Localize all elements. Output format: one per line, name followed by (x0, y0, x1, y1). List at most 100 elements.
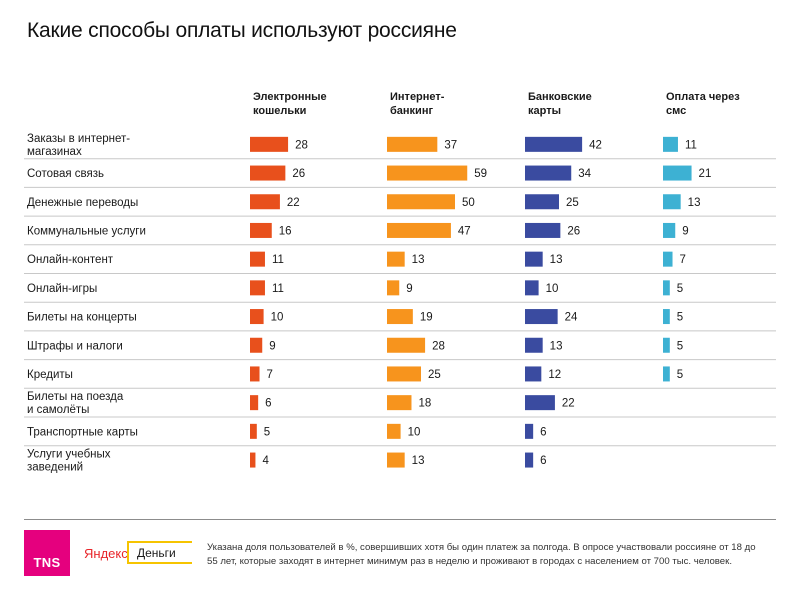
bar-s2-r2 (387, 165, 468, 181)
value-label-s1-r11: 5 (264, 426, 270, 438)
bar-s3-r10 (525, 395, 555, 411)
bar-s2-r6 (387, 280, 400, 296)
value-label-s1-r10: 6 (265, 398, 271, 410)
category-label-10-line-1: Билеты на поезда (27, 391, 124, 403)
category-label-1-line-1: Заказы в интернет- (27, 133, 130, 145)
bar-s1-r12 (250, 452, 256, 468)
value-label-s4-r2: 21 (699, 168, 712, 180)
category-label-4: Коммунальные услуги (27, 225, 146, 237)
value-label-s4-r7: 5 (677, 312, 683, 324)
category-label-7: Билеты на концерты (27, 312, 137, 324)
value-label-s2-r5: 13 (412, 254, 425, 266)
series-header-4-line-1: Оплата через (666, 91, 740, 103)
bar-s1-r4 (250, 222, 272, 238)
bar-s4-r1 (663, 136, 678, 152)
bar-s1-r5 (250, 251, 265, 267)
bar-s2-r1 (387, 136, 438, 152)
bar-s2-r12 (387, 452, 405, 468)
bar-s1-r1 (250, 136, 289, 152)
series-header-3-line-2: карты (528, 105, 561, 117)
value-label-s1-r6: 11 (272, 283, 284, 295)
category-label-10-line-2: и самолёты (27, 404, 89, 416)
category-label-5: Онлайн-контент (27, 254, 114, 266)
bar-s2-r9 (387, 366, 421, 382)
bar-s4-r5 (663, 251, 673, 267)
series-header-1-line-2: кошельки (253, 105, 306, 117)
series-header-4-line-2: смс (666, 105, 686, 117)
value-label-s4-r1: 11 (685, 139, 697, 151)
bar-s3-r1 (525, 136, 583, 152)
category-label-1-line-2: магазинах (27, 146, 82, 158)
value-label-s3-r8: 13 (550, 340, 563, 352)
value-label-s4-r5: 7 (680, 254, 686, 266)
yandex-logo: Яндекс (84, 546, 128, 561)
value-label-s3-r4: 26 (567, 225, 580, 237)
value-label-s4-r3: 13 (688, 197, 701, 209)
value-label-s1-r3: 22 (287, 197, 300, 209)
category-label-6: Онлайн-игры (27, 283, 97, 295)
value-label-s1-r7: 10 (271, 312, 284, 324)
bar-s4-r8 (663, 337, 670, 353)
value-label-s3-r12: 6 (540, 455, 546, 467)
bar-s3-r9 (525, 366, 542, 382)
yandex-dengi-badge: Деньги (127, 541, 192, 564)
bar-s2-r7 (387, 309, 413, 325)
bar-s4-r3 (663, 194, 681, 210)
value-label-s3-r10: 22 (562, 398, 575, 410)
bar-s2-r10 (387, 395, 412, 411)
bar-s1-r8 (250, 337, 263, 353)
value-label-s3-r2: 34 (578, 168, 591, 180)
bar-s2-r8 (387, 337, 426, 353)
value-label-s4-r6: 5 (677, 283, 683, 295)
dengi-label: Деньги (137, 545, 176, 560)
value-label-s2-r2: 59 (474, 168, 487, 180)
series-header-3-line-1: Банковские (528, 91, 592, 103)
value-label-s2-r3: 50 (462, 197, 475, 209)
category-label-3: Денежные переводы (27, 197, 138, 209)
value-label-s4-r9: 5 (677, 369, 683, 381)
value-label-s3-r9: 12 (548, 369, 561, 381)
value-label-s2-r11: 10 (408, 426, 421, 438)
value-label-s3-r11: 6 (540, 426, 546, 438)
value-label-s3-r7: 24 (565, 312, 578, 324)
bar-s1-r6 (250, 280, 265, 296)
value-label-s2-r8: 28 (432, 340, 445, 352)
value-label-s1-r9: 7 (267, 369, 273, 381)
value-label-s2-r4: 47 (458, 225, 471, 237)
bar-s3-r11 (525, 423, 534, 439)
value-label-s1-r2: 26 (292, 168, 305, 180)
value-label-s2-r6: 9 (406, 283, 412, 295)
value-label-s3-r6: 10 (546, 283, 559, 295)
value-label-s2-r1: 37 (444, 139, 457, 151)
bar-s1-r3 (250, 194, 280, 210)
bar-s3-r8 (525, 337, 543, 353)
value-label-s1-r8: 9 (269, 340, 275, 352)
bar-s3-r3 (525, 194, 559, 210)
category-label-8: Штрафы и налоги (27, 340, 123, 352)
bar-s3-r5 (525, 251, 543, 267)
bar-s2-r5 (387, 251, 405, 267)
series-header-2-line-1: Интернет- (390, 91, 445, 103)
value-label-s3-r1: 42 (589, 139, 602, 151)
value-label-s2-r12: 13 (412, 455, 425, 467)
bar-s1-r9 (250, 366, 260, 382)
bar-s4-r7 (663, 309, 670, 325)
tns-logo-text: TNS (33, 555, 61, 570)
chart-title: Какие способы оплаты используют россияне (27, 19, 457, 42)
bar-s4-r2 (663, 165, 692, 181)
bar-s4-r4 (663, 222, 676, 238)
bar-s3-r7 (525, 309, 558, 325)
value-label-s3-r3: 25 (566, 197, 579, 209)
bar-s1-r11 (250, 423, 257, 439)
bar-s1-r10 (250, 395, 259, 411)
value-label-s2-r10: 18 (418, 398, 431, 410)
bar-s2-r4 (387, 222, 451, 238)
value-label-s4-r4: 9 (682, 225, 688, 237)
value-label-s1-r5: 11 (272, 254, 284, 266)
value-label-s1-r4: 16 (279, 225, 292, 237)
category-label-9: Кредиты (27, 369, 73, 381)
category-label-12-line-1: Услуги учебных (27, 449, 111, 461)
bar-s4-r6 (663, 280, 670, 296)
bar-s2-r11 (387, 423, 401, 439)
value-label-s1-r1: 28 (295, 139, 308, 151)
